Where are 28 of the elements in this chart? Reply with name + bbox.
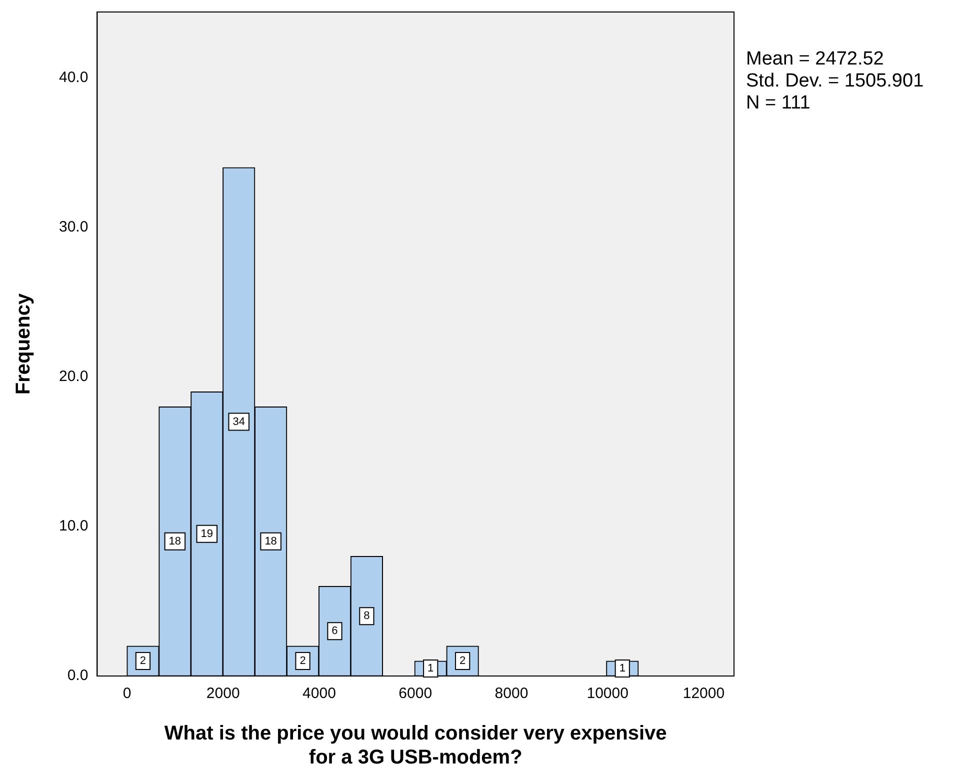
y-tick-label: 20.0 [58, 368, 88, 386]
x-tick-label: 6000 [398, 685, 432, 702]
data-label: 19 [200, 528, 214, 540]
data-label: 8 [364, 610, 370, 622]
text: N = 111 [746, 92, 810, 114]
text: Mean = 2472.52 [746, 48, 884, 70]
y-axis-title: Frequency [12, 292, 35, 395]
y-tick-label: 40.0 [58, 68, 88, 86]
data-label: 18 [168, 535, 182, 548]
x-axis-title: What is the price you would consider very expensive for a 3G USB-modem? [164, 722, 667, 769]
y-tick-label: 10.0 [58, 518, 88, 535]
data-label: 1 [619, 662, 626, 675]
data-label: 18 [264, 535, 277, 548]
x-tick-label: 2000 [206, 685, 240, 702]
x-tick-label: 12000 [682, 685, 725, 702]
y-tick-label: 30.0 [58, 218, 88, 236]
data-label: 2 [140, 655, 146, 668]
data-label: 2 [460, 655, 466, 668]
data-label: 1 [428, 662, 434, 675]
x-tick-label: 10000 [586, 685, 628, 702]
data-label: 34 [232, 416, 245, 428]
data-label: 6 [332, 625, 338, 638]
x-tick-label: 4000 [302, 685, 336, 702]
data-label: 2 [300, 655, 306, 668]
y-tick-label: 0.0 [67, 667, 88, 684]
x-tick-label: 8000 [494, 685, 528, 702]
x-tick-label: 0 [122, 685, 132, 702]
text: Std. Dev. = 1505.901 [746, 70, 924, 92]
